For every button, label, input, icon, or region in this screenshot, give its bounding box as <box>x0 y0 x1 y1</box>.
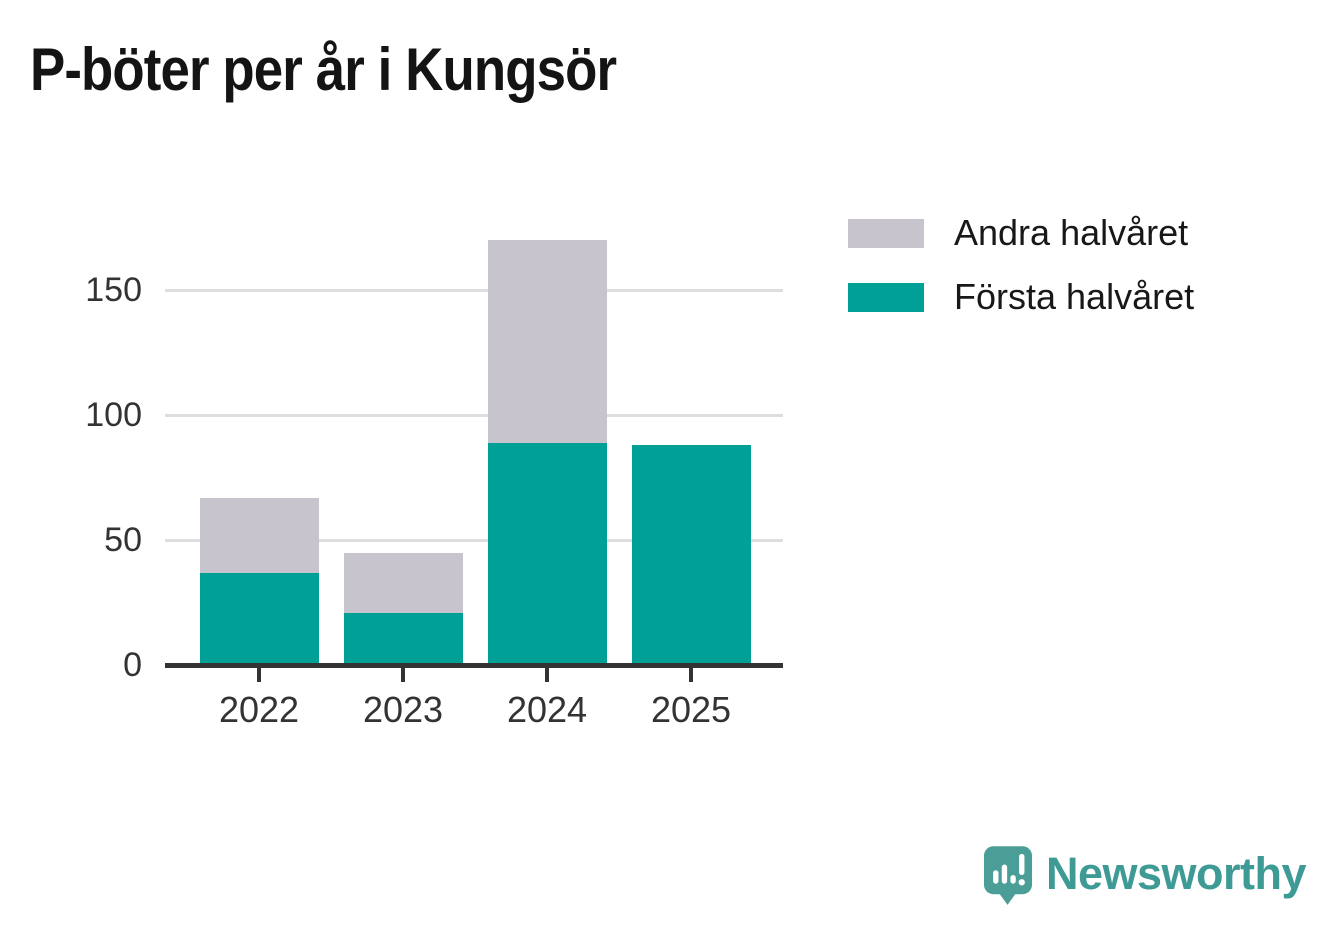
legend-item-forsta: Första halvåret <box>848 279 1194 315</box>
y-axis-label: 0 <box>123 646 142 684</box>
legend-swatch-forsta-halvaret <box>848 282 924 312</box>
brand-logo: Newsworthy <box>983 845 1307 907</box>
legend-label: Första halvåret <box>954 276 1195 317</box>
x-axis-label: 2023 <box>362 689 444 730</box>
gridline <box>165 413 783 417</box>
x-axis-tick <box>689 668 693 682</box>
brand-name: Newsworthy <box>1046 847 1307 899</box>
x-axis-label: 2022 <box>218 689 300 730</box>
legend: Andra halvåret Första halvåret <box>848 215 1194 343</box>
legend-swatch-andra-halvaret <box>848 218 924 248</box>
gridline <box>165 288 783 292</box>
bar-segment-2022-forsta <box>199 572 319 665</box>
x-axis-label: 2025 <box>650 689 732 730</box>
bar-segment-2024-forsta <box>487 442 607 665</box>
x-axis-line <box>165 663 783 668</box>
legend-label: Andra halvåret <box>954 212 1189 253</box>
bar-segment-2022-andra <box>199 497 319 573</box>
chart-title: P-böter per år i Kungsör <box>30 36 617 103</box>
bar-segment-2023-forsta <box>343 612 463 665</box>
y-axis-label: 150 <box>85 271 142 309</box>
x-axis-tick <box>401 668 405 682</box>
legend-item-andra: Andra halvåret <box>848 215 1194 251</box>
y-axis-label: 100 <box>85 396 142 434</box>
newsworthy-icon <box>983 846 1033 905</box>
bar-segment-2025-forsta <box>631 445 751 665</box>
x-axis-tick <box>257 668 261 682</box>
x-axis-tick <box>545 668 549 682</box>
x-axis-label: 2024 <box>506 689 588 730</box>
y-axis-label: 50 <box>104 521 142 559</box>
bar-segment-2023-andra <box>343 552 463 613</box>
gridline <box>165 538 783 542</box>
bar-segment-2024-andra <box>487 240 607 443</box>
